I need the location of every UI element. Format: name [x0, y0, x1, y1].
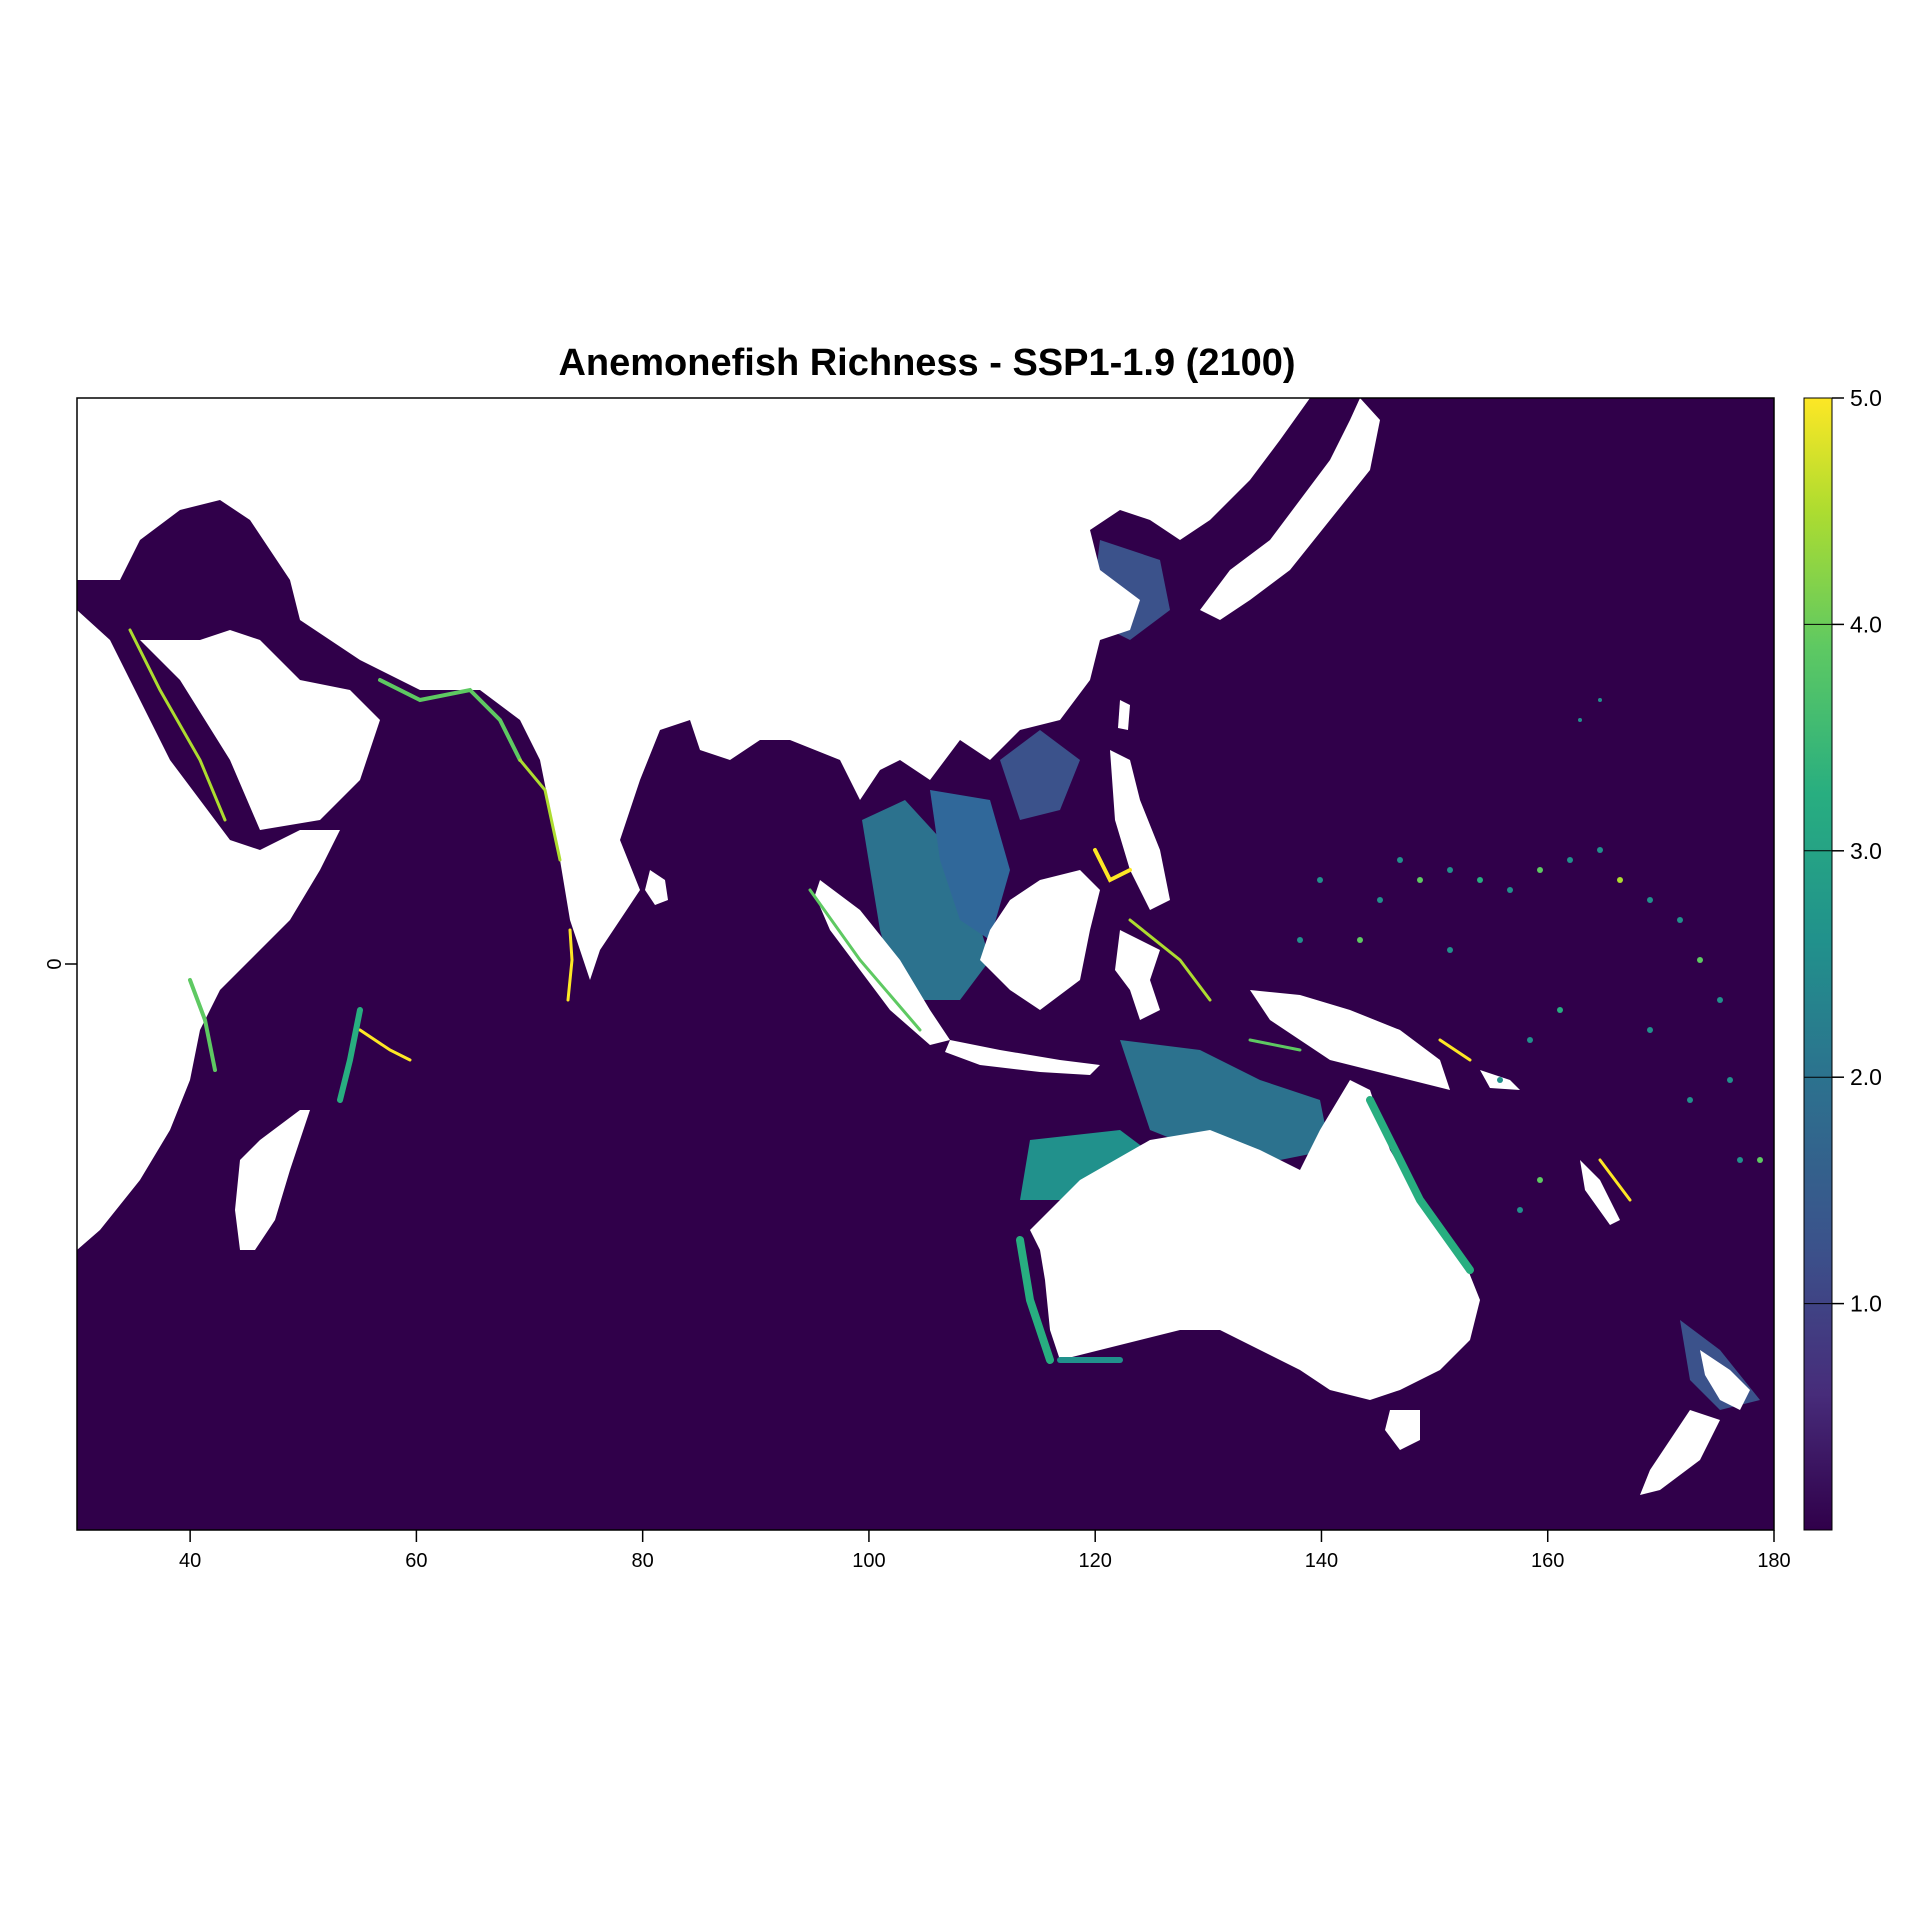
x-tick-label: 100 [852, 1550, 885, 1572]
land-newzealand-south [1640, 1410, 1720, 1495]
land-newguinea [1250, 990, 1450, 1090]
chart-title: Anemonefish Richness - SSP1-1.9 (2100) [558, 342, 1296, 384]
x-tick-label: 180 [1757, 1550, 1790, 1572]
land-tasmania [1385, 1410, 1420, 1450]
reef-dots [1297, 698, 1763, 1213]
land-sumatra [815, 880, 950, 1045]
land-borneo [980, 870, 1100, 1010]
land-asia [77, 398, 1310, 980]
shelf-layer [862, 540, 1760, 1410]
land-newzealand-north [1700, 1350, 1750, 1410]
x-tick-label: 40 [179, 1550, 201, 1572]
land-taiwan [1118, 700, 1130, 730]
x-tick-label: 140 [1305, 1550, 1338, 1572]
x-tick-label: 80 [632, 1550, 654, 1572]
x-tick-label: 120 [1079, 1550, 1112, 1572]
land-arabia [140, 630, 380, 830]
land-layer [77, 398, 1750, 1495]
land-madagascar [235, 1110, 310, 1250]
colorbar [1803, 397, 1833, 1531]
x-tick-label: 160 [1531, 1550, 1564, 1572]
colorbar-ticks: 1.0 2.0 3.0 4.0 5.0 [1804, 385, 1882, 1317]
colorbar-tick-label: 5.0 [1850, 385, 1882, 411]
colorbar-tick-label: 3.0 [1850, 838, 1882, 864]
land-srilanka [645, 870, 668, 905]
land-java [945, 1040, 1100, 1075]
colorbar-tick-label: 1.0 [1850, 1291, 1882, 1317]
colorbar-tick-label: 2.0 [1850, 1064, 1882, 1090]
land-australia [1030, 1080, 1480, 1400]
colorbar-tick-label: 4.0 [1850, 611, 1882, 637]
land-sulawesi [1115, 930, 1160, 1020]
x-axis: 40 60 80 100 120 140 160 180 [179, 1530, 1791, 1572]
y-tick-label: 0 [44, 958, 66, 969]
x-tick-label: 60 [405, 1550, 427, 1572]
y-axis: 0 [44, 958, 77, 970]
land-philippines [1110, 750, 1170, 910]
land-japan [1200, 398, 1380, 620]
land-africa [77, 610, 340, 1250]
reef-highlights [128, 628, 1632, 1364]
